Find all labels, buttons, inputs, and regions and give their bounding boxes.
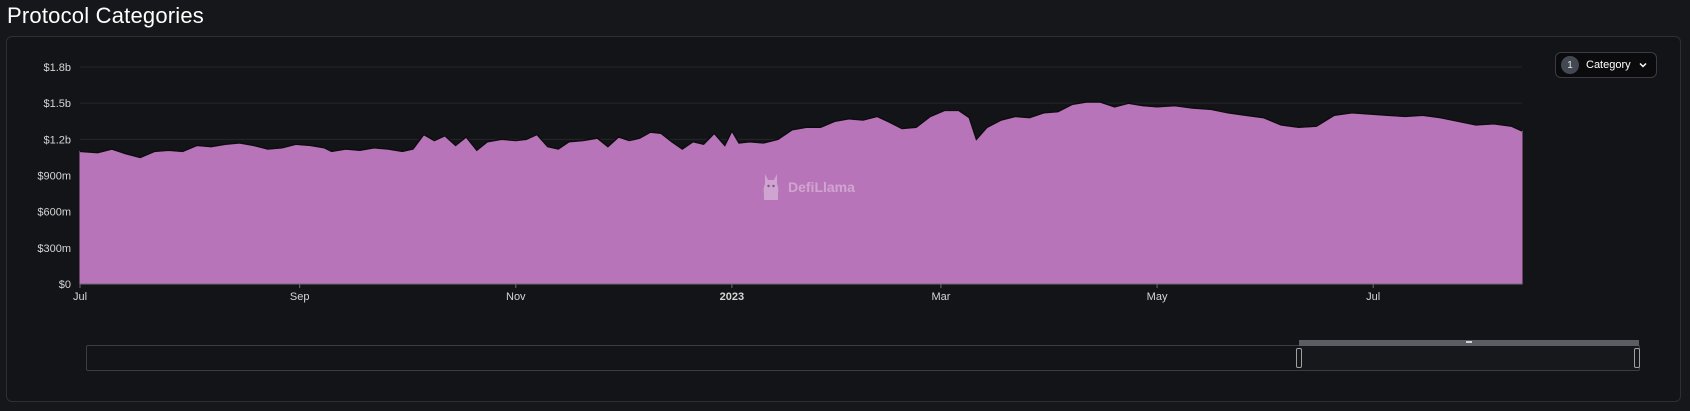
x-tick-label: Nov [506,291,526,303]
x-tick-label: Jul [73,291,87,303]
category-select-label: Category [1586,59,1631,71]
zoom-range-bar[interactable] [1299,340,1639,346]
y-tick-label: $1.5b [43,98,71,110]
y-axis: $0 $300m $600m $900m $1.2b $1.5b $1.8b [37,62,71,291]
chart-area-layer [79,101,1523,285]
x-axis: Jul Sep Nov 2023 Mar May Jul [73,283,1522,303]
page-title: Protocol Categories [7,3,205,28]
y-tick-label: $1.8b [43,62,71,74]
x-tick-label: May [1147,291,1168,303]
zoom-range-grip [1466,341,1473,343]
watermark: DefiLlama [760,172,855,202]
y-tick-label: $600m [37,207,71,219]
chevron-down-icon [1639,62,1647,68]
zoom-selected-window[interactable] [1299,346,1639,370]
y-tick-label: $1.2b [43,134,71,146]
y-tick-label: $300m [37,243,71,255]
category-select[interactable]: 1 Category [1555,52,1657,78]
y-tick-label: $900m [37,171,71,183]
x-tick-label: Sep [290,291,310,303]
zoom-slider[interactable] [86,340,1640,371]
x-tick-label: Jul [1366,291,1380,303]
x-tick-label: 2023 [720,291,744,303]
y-tick-label: $0 [59,279,71,291]
selected-count-badge: 1 [1561,56,1579,74]
zoom-handle-start[interactable] [1296,348,1303,368]
series-line [79,101,1523,159]
zoom-handle-end[interactable] [1634,348,1640,368]
x-tick-label: Mar [931,291,950,303]
watermark-text: DefiLlama [788,179,855,195]
llama-logo-icon [763,174,779,200]
